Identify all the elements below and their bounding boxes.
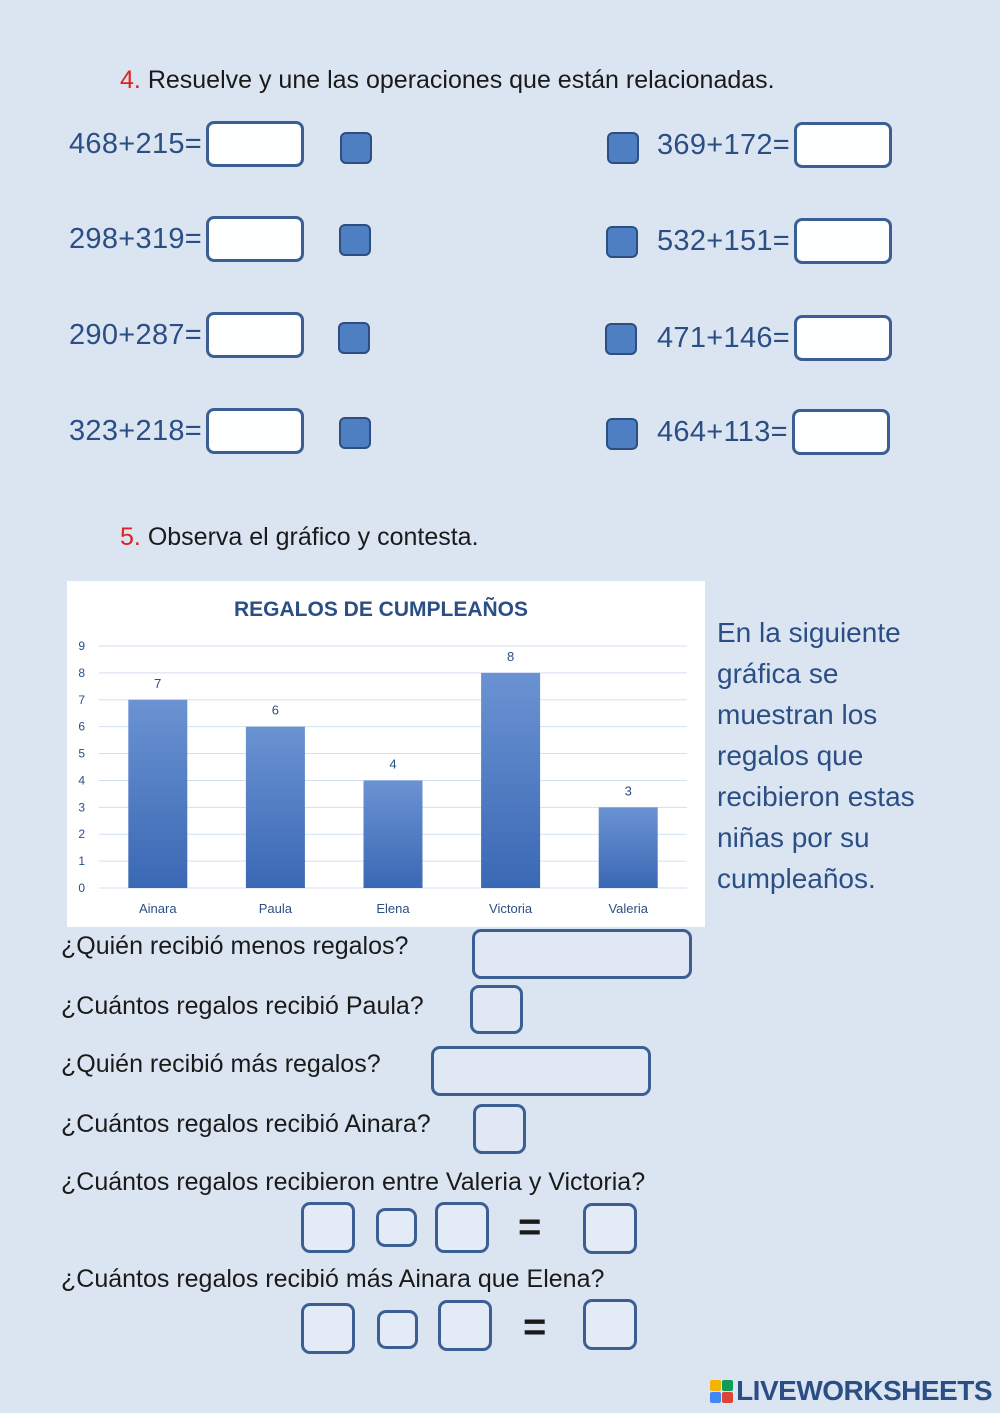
answer-box[interactable] (206, 121, 305, 167)
chart-title: REGALOS DE CUMPLEAÑOS (234, 598, 528, 621)
x-tick-label: Valeria (608, 901, 648, 916)
result-box[interactable] (583, 1299, 637, 1350)
match-dot-right[interactable] (607, 132, 639, 164)
equals-sign: = (518, 1205, 542, 1249)
y-tick-label: 9 (78, 639, 85, 653)
answer-box[interactable] (794, 218, 893, 264)
y-tick-label: 3 (78, 800, 85, 814)
answer-box[interactable] (206, 312, 305, 358)
right-operation-row: 532+151= (657, 218, 893, 264)
question-ainara-minus-elena: ¿Cuántos regalos recibió más Ainara que … (61, 1265, 605, 1293)
operation-label: 468+215= (69, 127, 203, 160)
answer-box[interactable] (794, 122, 893, 168)
operator-box[interactable] (377, 1310, 418, 1349)
y-tick-label: 4 (78, 773, 85, 787)
question-most-gifts: ¿Quién recibió más regalos? (61, 1050, 381, 1078)
data-label: 8 (507, 649, 514, 664)
right-operation-row: 471+146= (657, 315, 893, 361)
question-valeria-victoria: ¿Cuántos regalos recibieron entre Valeri… (61, 1168, 646, 1196)
exercise-4-number: 4. (120, 66, 141, 94)
answer-box[interactable] (206, 216, 305, 262)
match-dot-right[interactable] (606, 226, 638, 258)
data-label: 7 (154, 676, 161, 691)
match-dot-left[interactable] (339, 417, 371, 449)
question-least-gifts: ¿Quién recibió menos regalos? (61, 932, 409, 960)
bar (363, 780, 423, 888)
operand-box[interactable] (435, 1202, 489, 1253)
brand-text: LIVEWORKSHEETS (736, 1375, 992, 1406)
bar (245, 726, 305, 888)
answer-box[interactable] (206, 408, 305, 454)
y-tick-label: 7 (78, 693, 85, 707)
y-tick-label: 5 (78, 747, 85, 761)
exercise-5-heading: 5. Observa el gráfico y contesta. (120, 523, 479, 552)
x-tick-label: Elena (376, 901, 410, 916)
operator-box[interactable] (376, 1208, 417, 1247)
question-ainara-gifts: ¿Cuántos regalos recibió Ainara? (61, 1110, 431, 1138)
answer-box-paula-gifts[interactable] (470, 985, 523, 1034)
answer-box-most-gifts[interactable] (431, 1046, 651, 1096)
exercise-5-instruction: Observa el gráfico y contesta. (147, 523, 479, 551)
operation-label: 464+113= (657, 415, 788, 448)
operation-label: 323+218= (69, 414, 203, 447)
operation-label: 290+287= (69, 318, 203, 351)
answer-box[interactable] (794, 315, 893, 361)
left-operation-row: 298+319= (69, 216, 305, 262)
y-tick-label: 6 (78, 720, 85, 734)
bar (481, 672, 541, 888)
bar (598, 807, 658, 888)
left-operation-row: 468+215= (69, 121, 305, 167)
left-operation-row: 290+287= (69, 312, 305, 358)
match-dot-right[interactable] (605, 323, 637, 355)
y-tick-label: 0 (78, 881, 85, 895)
answer-box-ainara-gifts[interactable] (473, 1104, 526, 1154)
data-label: 6 (272, 703, 279, 718)
right-operation-row: 464+113= (657, 409, 890, 455)
operation-label: 532+151= (657, 224, 791, 257)
result-box[interactable] (583, 1203, 637, 1254)
bar (128, 699, 188, 888)
operand-box[interactable] (301, 1202, 355, 1253)
bar-chart-card: REGALOS DE CUMPLEAÑOS 0 1 2 3 4 5 6 7 8 9 7 Ainara 6 P… (67, 581, 705, 927)
answer-box[interactable] (791, 409, 890, 455)
match-dot-right[interactable] (606, 418, 638, 450)
question-paula-gifts: ¿Cuántos regalos recibió Paula? (61, 992, 424, 1020)
x-tick-label: Paula (259, 901, 293, 916)
y-tick-label: 2 (78, 827, 85, 841)
x-tick-label: Ainara (139, 901, 177, 916)
exercise-5-number: 5. (120, 523, 141, 551)
match-dot-left[interactable] (340, 132, 372, 164)
answer-box-least-gifts[interactable] (472, 929, 692, 979)
exercise-4-instruction: Resuelve y une las operaciones que están… (147, 66, 775, 94)
bar-chart: REGALOS DE CUMPLEAÑOS 0 1 2 3 4 5 6 7 8 9 7 Ainara 6 P… (78, 598, 687, 916)
data-label: 4 (389, 756, 396, 771)
operation-label: 369+172= (657, 128, 791, 161)
right-operation-row: 369+172= (657, 122, 893, 168)
operation-label: 298+319= (69, 222, 203, 255)
operation-label: 471+146= (657, 321, 791, 354)
equals-sign: = (523, 1305, 547, 1349)
match-dot-left[interactable] (339, 224, 371, 256)
left-operation-row: 323+218= (69, 408, 305, 454)
chart-description: En la siguiente gráfica se muestran los … (717, 617, 915, 894)
y-tick-label: 8 (78, 666, 85, 680)
exercise-4-heading: 4. Resuelve y une las operaciones que es… (120, 66, 775, 95)
y-tick-label: 1 (78, 854, 85, 868)
x-tick-label: Victoria (489, 901, 533, 916)
data-label: 3 (625, 783, 632, 798)
operand-box[interactable] (301, 1303, 355, 1354)
operand-box[interactable] (438, 1300, 492, 1351)
liveworksheets-brand: LIVEWORKSHEETS (710, 1375, 992, 1407)
liveworksheets-logo-icon (710, 1379, 734, 1403)
match-dot-left[interactable] (338, 322, 370, 354)
